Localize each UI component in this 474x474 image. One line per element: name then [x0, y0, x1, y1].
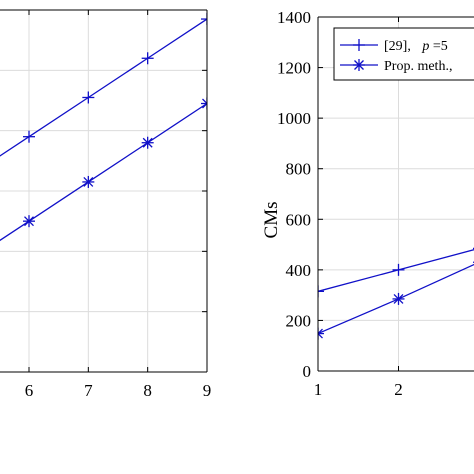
left-series-1-point-2 [23, 130, 35, 143]
right-y-tick-label: 800 [286, 160, 312, 179]
right-series-2-line [318, 263, 474, 335]
right-series-1-point-2 [392, 263, 405, 276]
left-grid [0, 10, 208, 372]
legend-param-p: p [421, 39, 429, 54]
right-y-tick-label: 0 [303, 362, 312, 381]
right-y-tick-label: 200 [286, 311, 312, 330]
legend-param-value: =5 [433, 39, 448, 54]
legend: [29], p =5 Prop. meth., [333, 27, 474, 81]
left-series-2-point-5 [201, 97, 207, 110]
right-y-tick-label: 600 [286, 210, 312, 229]
legend-label-proposed: Prop. meth., [384, 59, 452, 74]
legend-marker-plus [353, 39, 365, 51]
svg-text:[29], p =5: [29], p =5 [384, 39, 448, 54]
right-y-tick-label: 1400 [277, 8, 311, 27]
right-x-tick-label: 1 [314, 380, 323, 399]
right-series-1-point-1 [318, 285, 324, 298]
left-series-1-point-4 [141, 52, 154, 65]
left-series-2-line [0, 102, 207, 242]
right-y-tick-label: 1000 [277, 109, 311, 128]
left-series-2-point-2 [23, 215, 35, 228]
left-x-tick-label: 7 [84, 381, 93, 400]
left-series-1 [0, 13, 207, 157]
legend-box [333, 27, 474, 81]
right-series-1 [318, 247, 474, 298]
right-y-tick-label: 1200 [277, 59, 311, 78]
right-series-1-line [318, 249, 474, 292]
left-series-2 [0, 97, 207, 242]
left-x-tick-label: 8 [143, 381, 152, 400]
left-series-1-point-3 [82, 91, 95, 104]
left-x-tick-label: 9 [203, 381, 212, 400]
right-y-axis-label: CMs [261, 202, 282, 239]
left-axes: 6 7 8 9 [0, 9, 212, 400]
right-y-tick-label: 400 [286, 261, 312, 280]
left-series-2-point-3 [82, 175, 95, 188]
right-x-tick-label: 2 [394, 380, 403, 399]
left-chart: 6 7 8 9 [0, 9, 212, 400]
legend-star-icon [353, 59, 365, 71]
right-series-2 [318, 261, 474, 340]
legend-label-29: [29], [384, 39, 411, 54]
left-series-2-point-4 [141, 136, 154, 149]
legend-marker-star [353, 59, 365, 71]
right-series-2-point-1 [318, 327, 324, 340]
right-axes: 1230200400600800100012001400 [277, 8, 474, 399]
left-series-1-line [0, 18, 207, 157]
legend-plus-icon [353, 39, 365, 51]
right-series-2-point-2 [392, 292, 405, 305]
left-x-tick-label: 6 [25, 381, 34, 400]
right-chart: 1230200400600800100012001400 [277, 8, 474, 399]
left-series-1-point-5 [201, 13, 207, 26]
